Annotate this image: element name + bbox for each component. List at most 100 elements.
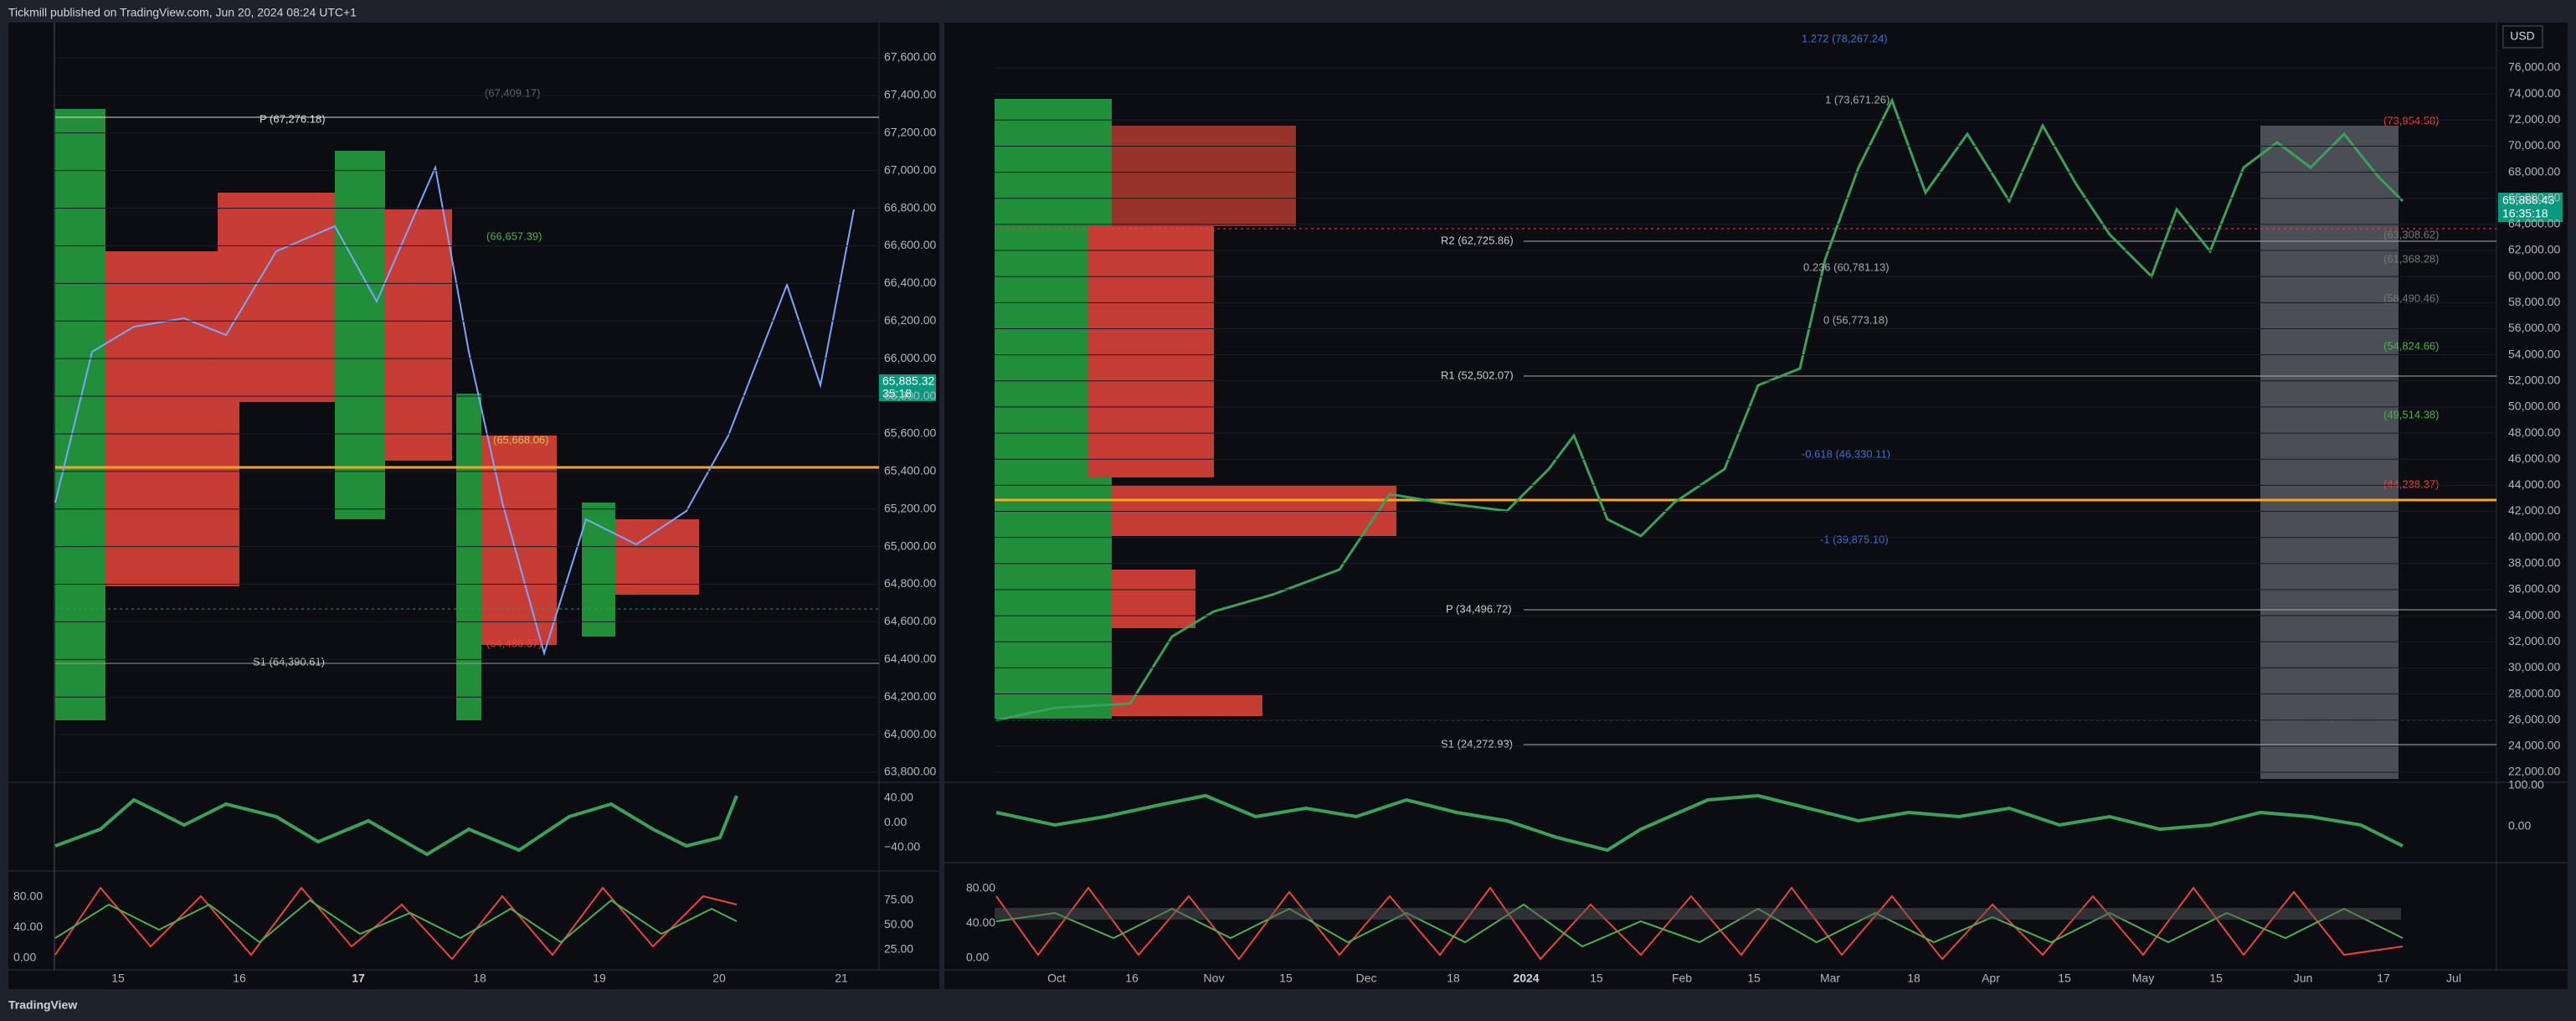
axis-label: 76,000.00 <box>2508 60 2560 74</box>
last-price-box <box>2498 193 2563 222</box>
axis-label: 67,600.00 <box>884 50 936 64</box>
axis-label: 30,000.00 <box>2508 660 2560 673</box>
last-price: 65,885.32 <box>882 374 934 388</box>
annotation: (54,824.66) <box>2383 339 2440 352</box>
stochastic-line <box>995 886 2404 961</box>
time-label: 18 <box>1907 972 1920 985</box>
annotation: (65,668.06) <box>493 433 549 446</box>
annotation: R2 (62,725.86) <box>1441 234 1514 246</box>
time-label: 18 <box>1447 972 1460 985</box>
axis-label: 65,800.00 <box>884 389 936 402</box>
axis-label: 68,000.00 <box>2508 164 2560 178</box>
axis-label: 40,000.00 <box>2508 529 2560 543</box>
axis-label: 40.00 <box>884 791 913 804</box>
axis-label: 64,400.00 <box>884 652 936 665</box>
axis-label: 44,000.00 <box>2508 477 2560 491</box>
axis-label: 32,000.00 <box>2508 634 2560 647</box>
annotation: (67,409.17) <box>485 86 541 99</box>
axis-label: 80.00 <box>13 890 43 903</box>
time-label: 17 <box>2377 972 2390 985</box>
annotation: 1 (73,671.26) <box>1825 93 1890 106</box>
time-label: Dec <box>1356 972 1377 985</box>
publisher: Tickmill published on TradingView.com, J… <box>8 6 357 19</box>
price-path <box>995 97 2404 722</box>
profile <box>1112 695 1262 716</box>
axis-label: 56,000.00 <box>2508 321 2560 334</box>
currency-box[interactable] <box>2502 25 2543 49</box>
time-label: Oct <box>1047 972 1066 985</box>
annotation: (66,657.39) <box>486 229 542 242</box>
currency[interactable]: USD <box>2510 29 2535 43</box>
annotation: 0 (56,773.18) <box>1823 313 1888 326</box>
time-label: 15 <box>2058 972 2071 985</box>
annotation: -0.618 (46,330.11) <box>1802 447 1890 460</box>
profile <box>335 151 385 519</box>
axis-label: 26,000.00 <box>2508 712 2560 725</box>
axis-label: 66,600.00 <box>884 238 936 251</box>
brand[interactable]: TradingView <box>8 998 77 1012</box>
axis-label: 64,000.00 <box>884 727 936 740</box>
stochastic-line <box>54 886 738 961</box>
axis-label: 48,000.00 <box>2508 425 2560 439</box>
axis-label: 66,000.00 <box>884 351 936 364</box>
axis-label: 65,600.00 <box>884 426 936 440</box>
time-label: 16 <box>233 972 246 985</box>
axis-label: 22,000.00 <box>2508 765 2560 778</box>
profile <box>1112 126 1296 226</box>
time-label: 18 <box>473 972 486 985</box>
annotation: (49,514.38) <box>2383 408 2440 420</box>
last-price-box <box>879 374 936 401</box>
stochastic-line <box>54 899 738 944</box>
time-label: 15 <box>1590 972 1603 985</box>
time-label: 19 <box>593 972 606 985</box>
axis-label: 46,000.00 <box>2508 451 2560 465</box>
profile <box>615 519 699 595</box>
axis-label: 74,000.00 <box>2508 86 2560 100</box>
axis-label: 40.00 <box>966 915 995 929</box>
last-price: 65,888.43 <box>2502 193 2554 207</box>
axis-label: 67,200.00 <box>884 125 936 138</box>
axis-label: 72,000.00 <box>2508 112 2560 126</box>
left-profile <box>55 109 699 720</box>
annotation: 1.272 (78,267.24) <box>1802 32 1888 44</box>
annotation: P (67,276.18) <box>260 112 326 125</box>
oscillator-line <box>995 793 2404 853</box>
axis-label: 52,000.00 <box>2508 373 2560 386</box>
time-label: 15 <box>1279 972 1293 985</box>
annotation: (64,486.37) <box>486 637 542 649</box>
axis-label: 64,800.00 <box>884 576 936 590</box>
profile <box>105 251 239 586</box>
axis-label: 66,400.00 <box>884 276 936 289</box>
annotation: 0.236 (60,781.13) <box>1803 260 1890 273</box>
annotation: (61,368.28) <box>2383 252 2440 265</box>
axis-label: 66,800.00 <box>884 200 936 214</box>
axis-label: 24,000.00 <box>2508 739 2560 752</box>
axis-label: 0.00 <box>884 815 907 828</box>
time-label: 21 <box>835 972 848 985</box>
axis-label: 64,600.00 <box>884 614 936 627</box>
annotation: P (34,496.72) <box>1446 602 1512 615</box>
axis-label: 60,000.00 <box>2508 269 2560 282</box>
profile <box>55 109 105 720</box>
axis-label: 0.00 <box>966 951 989 964</box>
time-label: 15 <box>111 972 125 985</box>
annotation: S1 (24,272.93) <box>1441 737 1513 750</box>
time-label: 20 <box>712 972 726 985</box>
annotation: (63,308.62) <box>2383 228 2440 240</box>
time-label: 2024 <box>1513 972 1539 985</box>
time-label: 17 <box>352 972 365 985</box>
profile <box>1088 226 1214 477</box>
time-label: Jun <box>2294 972 2313 985</box>
axis-label: −40.00 <box>884 840 920 853</box>
profile <box>1112 570 1195 628</box>
time-label: Mar <box>1820 972 1840 985</box>
axis-label: 0.00 <box>2508 819 2531 833</box>
countdown: 16:35:18 <box>2502 207 2548 220</box>
axis-label: 50,000.00 <box>2508 400 2560 413</box>
stochastic-line <box>995 903 2404 948</box>
time-label: 15 <box>2209 972 2223 985</box>
axis-label: 0.00 <box>13 951 36 964</box>
projection <box>54 164 855 657</box>
annotation: R1 (52,502.07) <box>1441 369 1514 381</box>
